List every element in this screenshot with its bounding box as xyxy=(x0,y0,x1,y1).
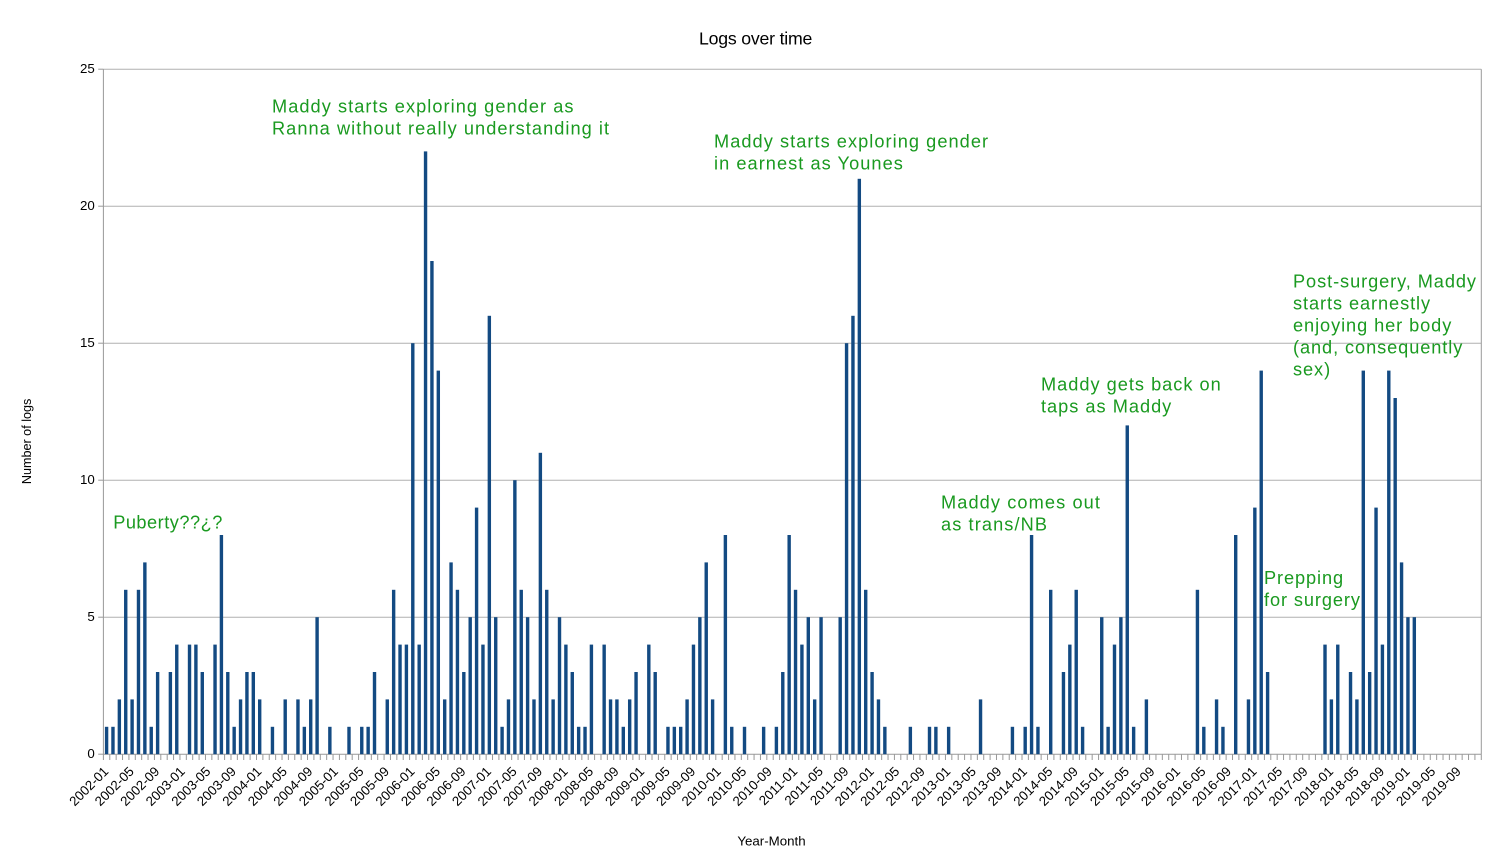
svg-text:Maddy comes out: Maddy comes out xyxy=(941,493,1101,513)
svg-text:Year-Month: Year-Month xyxy=(737,834,805,849)
svg-text:in earnest as Younes: in earnest as Younes xyxy=(714,153,904,173)
svg-text:for surgery: for surgery xyxy=(1264,590,1361,610)
svg-text:10: 10 xyxy=(80,472,95,487)
svg-text:Maddy starts exploring gender: Maddy starts exploring gender xyxy=(714,131,989,151)
svg-text:(and, consequently: (and, consequently xyxy=(1293,338,1463,358)
svg-text:20: 20 xyxy=(80,198,95,213)
svg-text:Prepping: Prepping xyxy=(1264,568,1344,588)
svg-text:Ranna without really understan: Ranna without really understanding it xyxy=(272,118,610,138)
svg-text:Number of logs: Number of logs xyxy=(20,399,34,484)
svg-text:5: 5 xyxy=(87,609,94,624)
svg-text:starts earnestly: starts earnestly xyxy=(1293,294,1431,314)
svg-text:as trans/NB: as trans/NB xyxy=(941,515,1048,535)
svg-text:Post-surgery, Maddy: Post-surgery, Maddy xyxy=(1293,272,1477,292)
svg-text:15: 15 xyxy=(80,335,95,350)
svg-text:taps as Maddy: taps as Maddy xyxy=(1041,396,1172,416)
svg-text:enjoying her body: enjoying her body xyxy=(1293,316,1452,336)
svg-text:Maddy starts exploring gender: Maddy starts exploring gender as xyxy=(272,96,575,116)
svg-text:0: 0 xyxy=(87,746,94,761)
svg-text:sex): sex) xyxy=(1293,360,1331,380)
svg-text:25: 25 xyxy=(80,61,95,76)
svg-text:Logs over time: Logs over time xyxy=(699,29,813,49)
svg-text:Maddy gets back on: Maddy gets back on xyxy=(1041,374,1222,394)
svg-text:Puberty??¿?: Puberty??¿? xyxy=(113,512,223,532)
